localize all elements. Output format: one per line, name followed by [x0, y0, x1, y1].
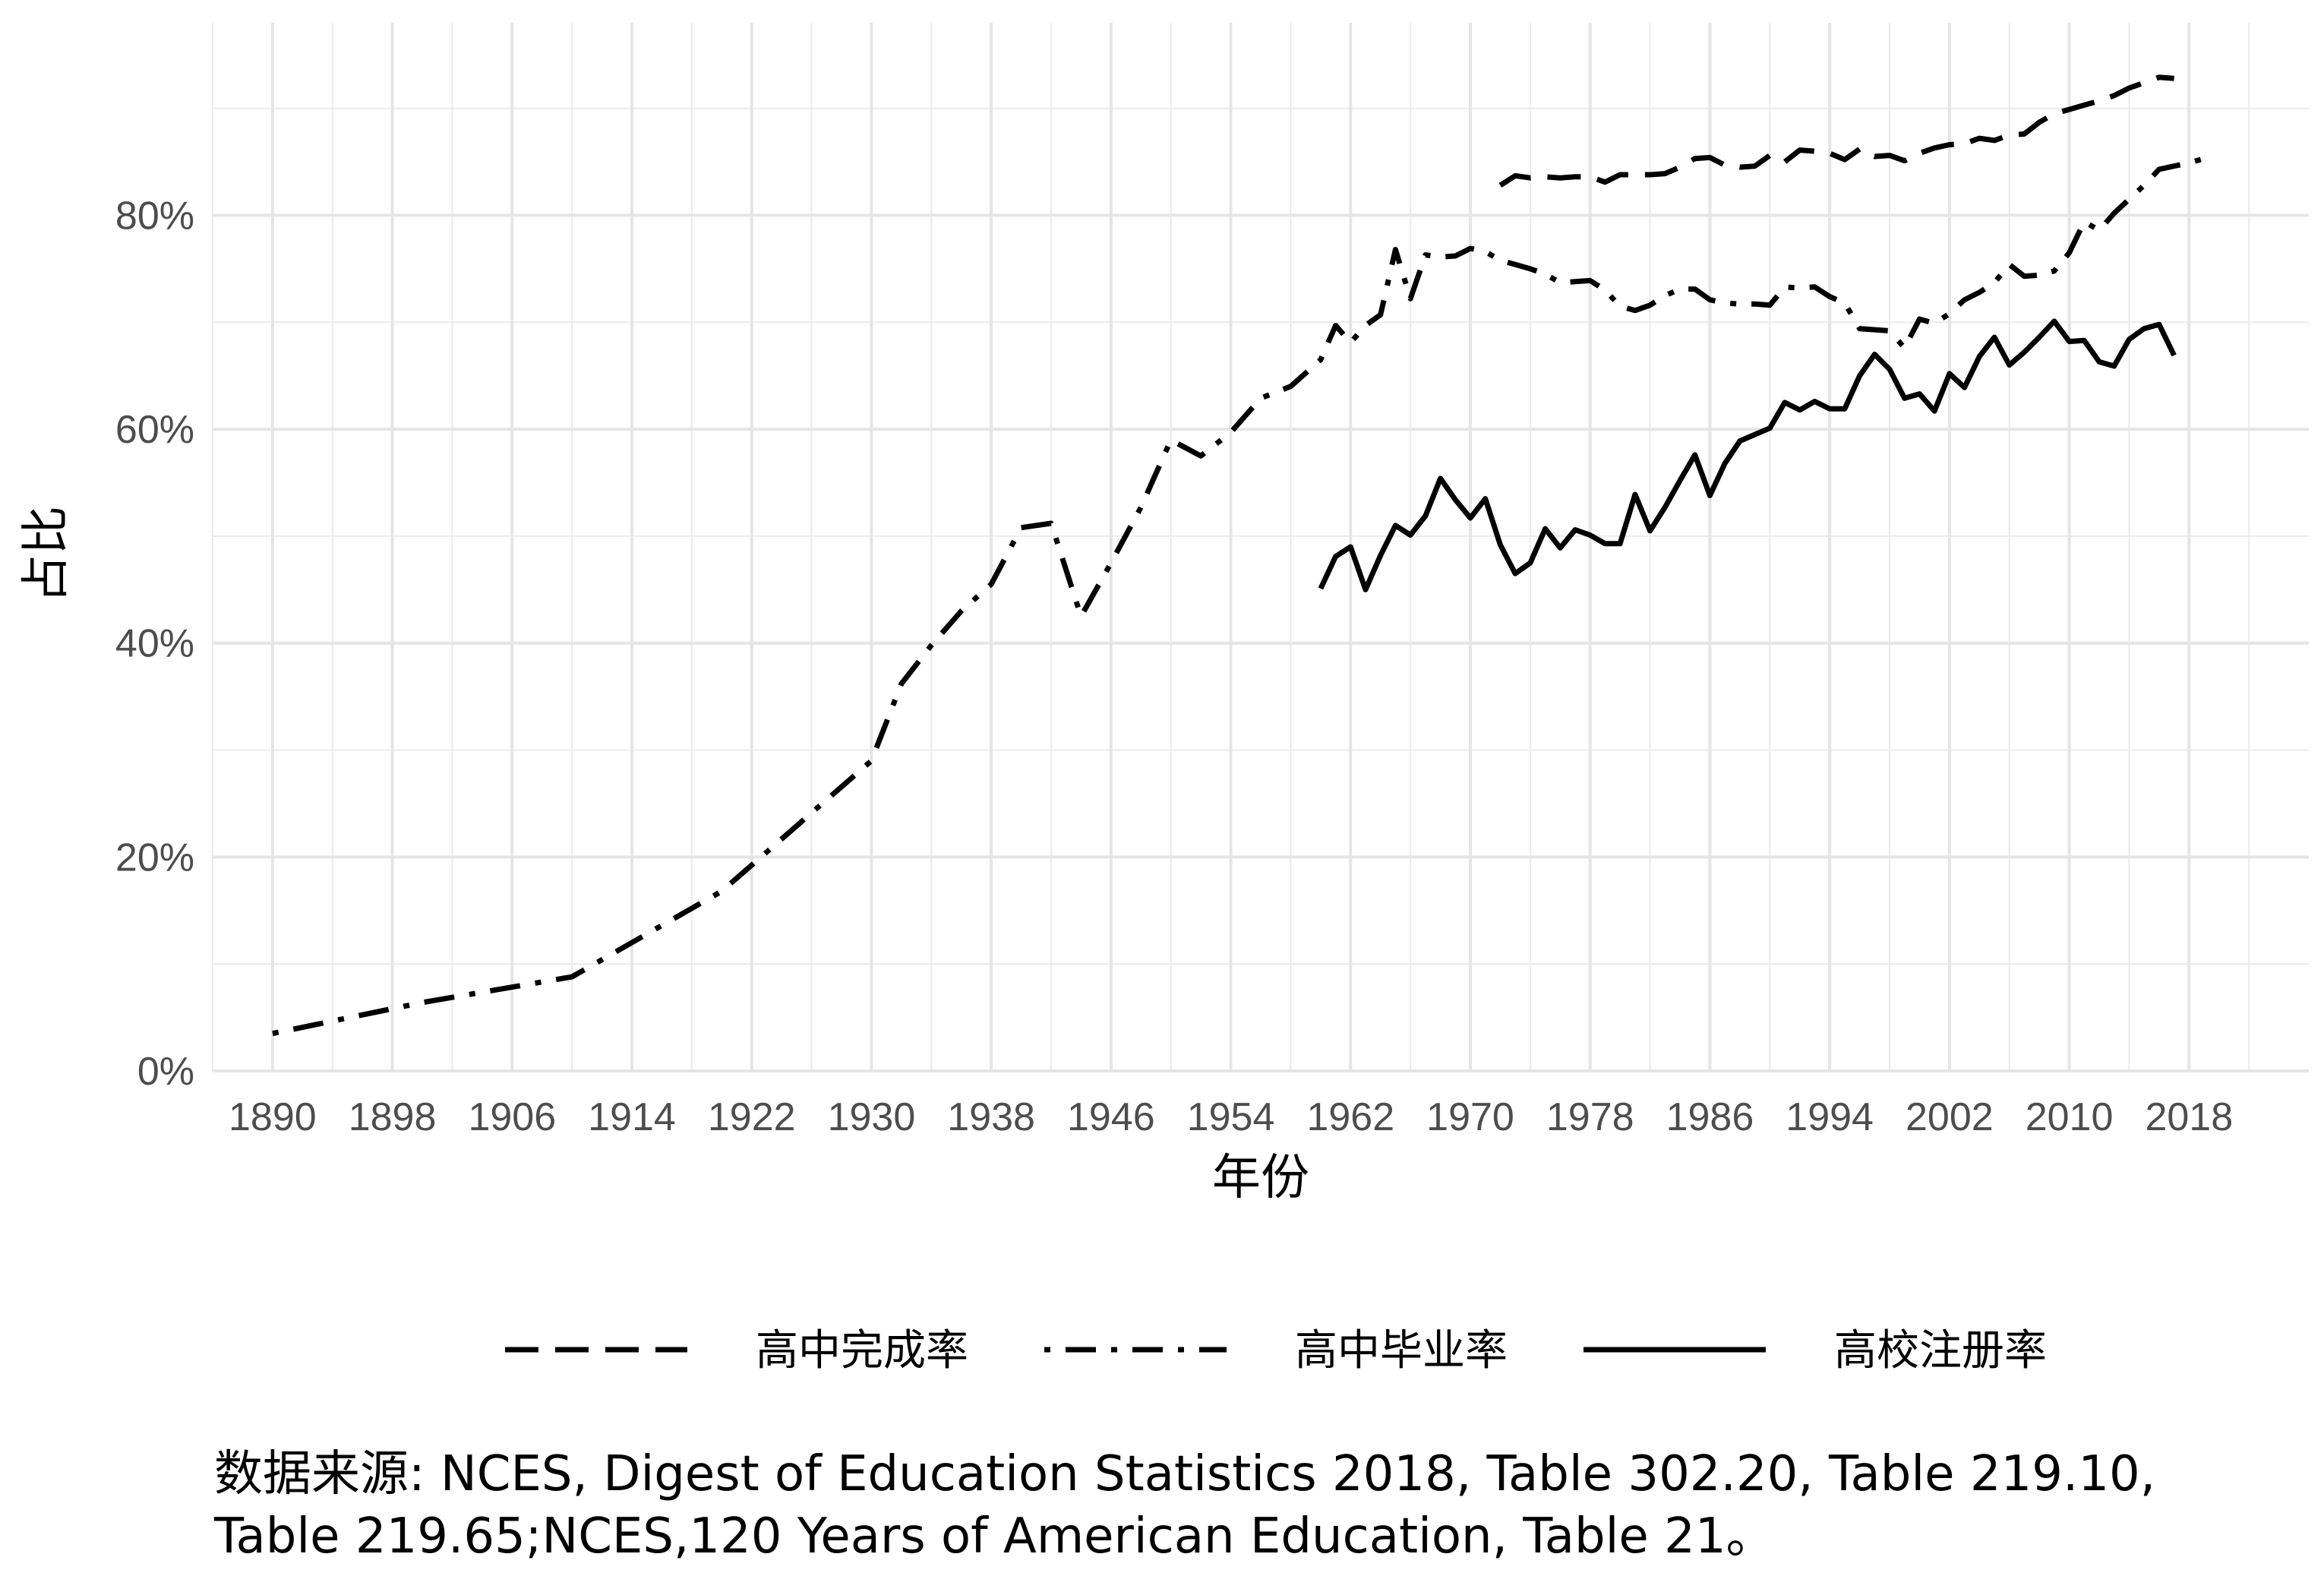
caption-line: 数据来源: NCES, Digest of Education Statisti… — [214, 1446, 2156, 1502]
x-tick-label: 1954 — [1187, 1095, 1275, 1139]
x-tick-label: 2002 — [1906, 1095, 1994, 1139]
x-tick-label: 2018 — [2145, 1095, 2233, 1139]
y-axis-ticks: 0% 20% 40% 60% 80% — [115, 194, 194, 1094]
x-tick-label: 1890 — [229, 1095, 317, 1139]
x-tick-label: 1938 — [947, 1095, 1035, 1139]
y-tick-label: 20% — [115, 835, 194, 880]
series-line-dashed — [1498, 74, 2174, 188]
x-tick-label: 1970 — [1426, 1095, 1514, 1139]
x-tick-label: 1946 — [1067, 1095, 1155, 1139]
x-tick-label: 1986 — [1666, 1095, 1754, 1139]
y-tick-label: 80% — [115, 194, 194, 238]
line-chart: 1890 1898 1906 1914 1922 1930 1938 1946 1954 1962… — [18, 23, 2309, 1375]
y-tick-label: 40% — [115, 622, 194, 666]
caption-line: Table 219.65;NCES,120 Years of American … — [214, 1508, 1775, 1565]
x-tick-label: 2010 — [2026, 1095, 2114, 1139]
legend-label: 高中毕业率 — [1295, 1326, 1508, 1375]
legend: 高中完成率 高中毕业率 高校注册率 — [505, 1326, 2047, 1375]
x-tick-label: 1978 — [1546, 1095, 1634, 1139]
legend-label: 高中完成率 — [756, 1326, 968, 1375]
y-tick-label: 60% — [115, 408, 194, 452]
x-tick-label: 1962 — [1306, 1095, 1394, 1139]
x-axis-title: 年份 — [1212, 1150, 1309, 1206]
x-axis-ticks: 1890 1898 1906 1914 1922 1930 1938 1946 1954 1962… — [229, 1095, 2233, 1139]
legend-label: 高校注册率 — [1834, 1326, 2047, 1375]
x-tick-label: 1898 — [349, 1095, 437, 1139]
y-tick-label: 0% — [137, 1050, 194, 1094]
series-lines — [272, 74, 2205, 1037]
y-axis-title: 占比 — [18, 506, 74, 603]
x-tick-label: 1930 — [828, 1095, 916, 1139]
series-line-solid — [1318, 318, 2177, 592]
x-tick-label: 1906 — [468, 1095, 556, 1139]
x-tick-label: 1994 — [1786, 1095, 1874, 1139]
data-source-caption: 数据来源: NCES, Digest of Education Statisti… — [214, 1443, 2310, 1568]
grid-lines — [212, 23, 2309, 1072]
x-tick-label: 1914 — [588, 1095, 676, 1139]
series-line-dotdash — [272, 156, 2205, 1037]
x-tick-label: 1922 — [708, 1095, 796, 1139]
